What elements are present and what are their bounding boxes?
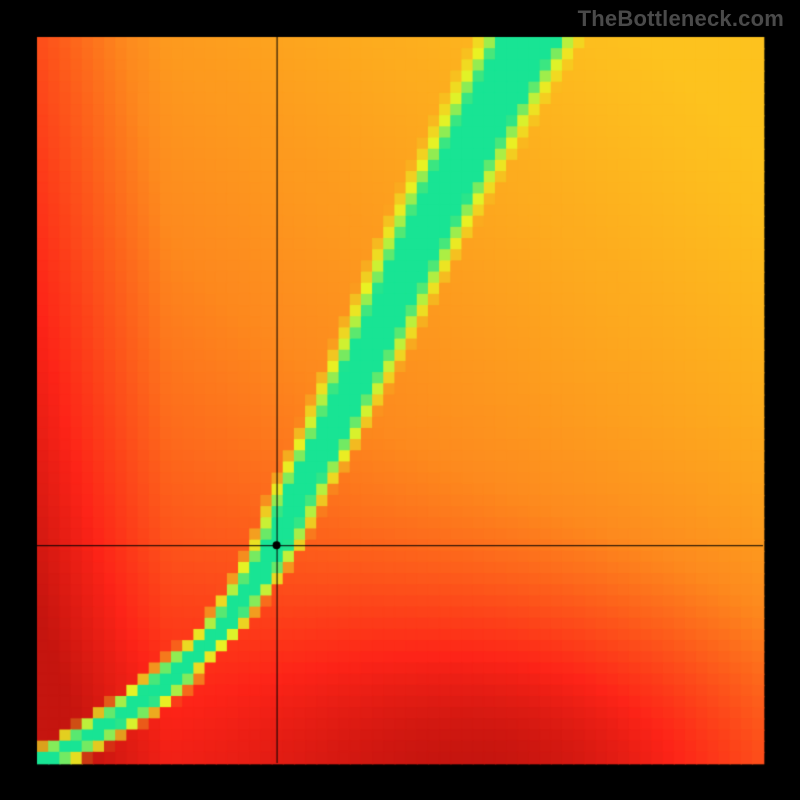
chart-frame: TheBottleneck.com: [0, 0, 800, 800]
watermark-text: TheBottleneck.com: [578, 6, 784, 32]
heatmap-canvas: [0, 0, 800, 800]
